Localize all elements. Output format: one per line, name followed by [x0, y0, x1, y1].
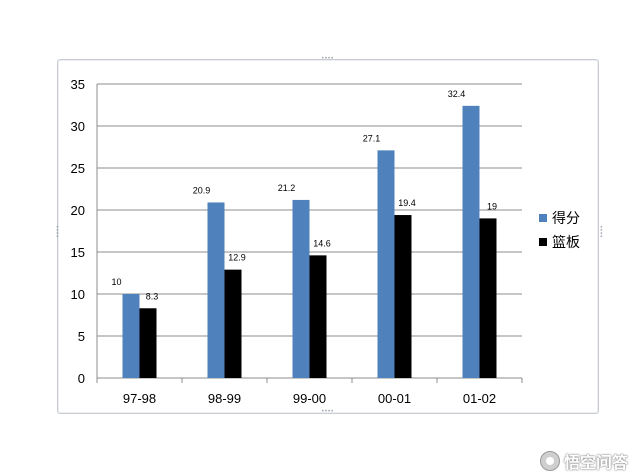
data-label: 21.2	[278, 183, 296, 193]
data-label: 12.9	[228, 253, 246, 263]
x-tick-label: 00-01	[378, 391, 411, 406]
data-label: 8.3	[146, 291, 159, 301]
legend-swatch	[539, 238, 547, 246]
x-tick-label: 97-98	[123, 391, 156, 406]
y-tick-label: 25	[71, 161, 85, 176]
bar-lanban	[394, 215, 412, 378]
bar-defen	[292, 199, 310, 378]
bar-lanban	[309, 255, 327, 378]
data-label: 20.9	[193, 185, 211, 195]
bar-defen	[377, 150, 395, 378]
y-tick-label: 15	[71, 245, 85, 260]
bar-lanban	[224, 269, 242, 378]
bar-defen	[207, 202, 225, 378]
resize-handle-top[interactable]: ••••	[321, 56, 335, 62]
x-tick-label: 98-99	[208, 391, 241, 406]
bar-defen	[462, 105, 480, 378]
y-tick-label: 10	[71, 287, 85, 302]
data-label: 27.1	[363, 133, 381, 143]
data-label: 19.4	[398, 198, 416, 208]
data-label: 32.4	[448, 89, 466, 99]
data-label: 10	[111, 277, 121, 287]
watermark: 悟空问答	[539, 450, 628, 472]
watermark-text: 悟空问答	[563, 455, 628, 472]
bar-lanban	[479, 218, 497, 378]
wukong-logo-icon	[539, 451, 560, 471]
resize-handle-bottom[interactable]: ••••	[321, 409, 335, 415]
x-tick-label: 99-00	[293, 391, 326, 406]
y-tick-label: 20	[71, 203, 85, 218]
legend-label: 得分	[552, 210, 580, 226]
legend-swatch	[539, 214, 547, 222]
bar-lanban	[139, 308, 157, 378]
y-tick-label: 30	[71, 119, 85, 134]
legend-label: 篮板	[552, 234, 580, 250]
bar-defen	[122, 294, 140, 378]
y-tick-label: 0	[78, 371, 85, 386]
data-label: 19	[487, 201, 497, 211]
x-tick-label: 01-02	[463, 391, 496, 406]
data-label: 14.6	[313, 238, 331, 248]
y-tick-label: 35	[71, 77, 85, 92]
y-tick-label: 5	[78, 329, 85, 344]
